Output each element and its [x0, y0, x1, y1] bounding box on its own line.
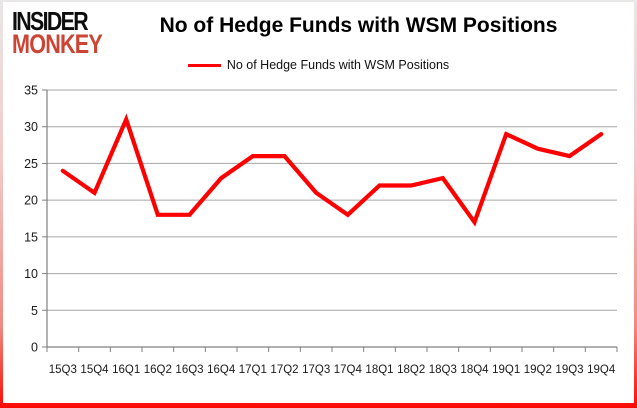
logo-text-monkey: MONKEY: [12, 29, 103, 59]
x-axis-label: 16Q2: [144, 364, 172, 376]
x-axis-label: 19Q2: [524, 364, 552, 376]
logo-text-insider: INSIDER: [12, 6, 89, 36]
y-axis-label: 35: [24, 84, 38, 98]
x-axis-label: 17Q2: [270, 364, 298, 376]
x-axis-label: 17Q1: [239, 364, 267, 376]
x-axis-label: 18Q4: [460, 364, 489, 376]
y-axis-label: 0: [31, 341, 38, 355]
x-axis-label: 19Q3: [555, 364, 583, 376]
x-axis-label: 16Q4: [207, 364, 236, 376]
y-axis-label: 25: [24, 157, 38, 171]
x-axis-label: 16Q1: [112, 364, 140, 376]
x-axis-label: 16Q3: [175, 364, 203, 376]
legend-label: No of Hedge Funds with WSM Positions: [226, 58, 450, 72]
insider-monkey-logo: INSIDER MONKEY: [12, 8, 125, 58]
x-axis-label: 18Q1: [365, 364, 393, 376]
x-axis-label: 17Q3: [302, 364, 330, 376]
y-axis-label: 20: [24, 194, 38, 208]
x-axis-label: 17Q4: [334, 364, 363, 376]
x-axis-label: 19Q1: [492, 364, 520, 376]
data-line-series: [60, 113, 604, 227]
y-axis-label: 10: [24, 267, 38, 281]
y-axis-label: 5: [31, 304, 38, 318]
chart-title: No of Hedge Funds with WSM Positions: [159, 14, 558, 37]
x-axis-label: 19Q4: [587, 364, 616, 376]
x-axis-label: 18Q2: [397, 364, 425, 376]
chart-card: INSIDER MONKEY No of Hedge Funds with WS…: [3, 2, 634, 403]
x-axis-label: 15Q3: [49, 364, 77, 376]
x-axis-label: 15Q4: [80, 364, 109, 376]
x-axis-label: 18Q3: [429, 364, 457, 376]
legend-line-swatch: [187, 63, 221, 67]
y-axis-label: 30: [24, 120, 38, 134]
y-axis-label: 15: [24, 230, 38, 244]
chart-legend: No of Hedge Funds with WSM Positions: [3, 58, 634, 72]
